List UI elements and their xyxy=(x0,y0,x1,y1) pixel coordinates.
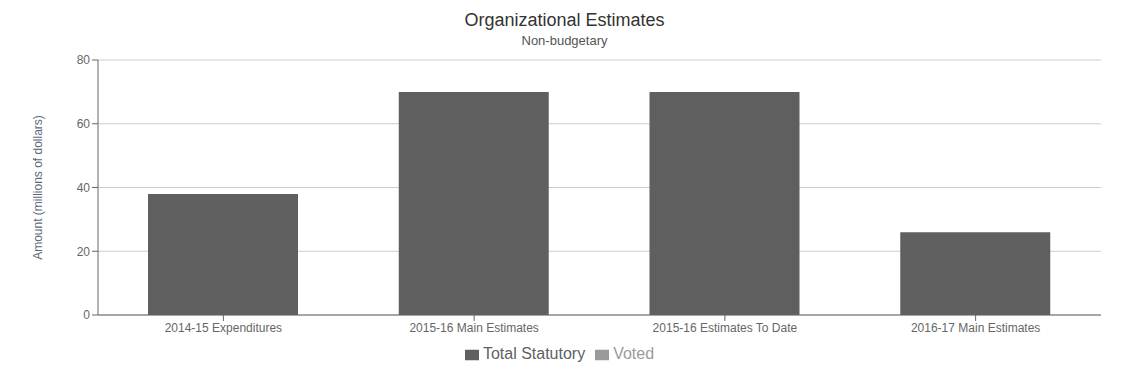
html-text:Total Statutory: Total Statutory xyxy=(482,345,586,362)
svg-text:2015-16 Estimates To Date: 2015-16 Estimates To Date xyxy=(653,321,798,335)
svg-text:2014-15 Expenditures: 2014-15 Expenditures xyxy=(165,321,282,335)
svg-text:0: 0 xyxy=(83,308,90,322)
html-text:Voted: Voted xyxy=(613,345,655,362)
html-text:Organizational Estimates: Organizational Estimates xyxy=(464,10,665,30)
svg-text:2015-16 Main Estimates: 2015-16 Main Estimates xyxy=(409,321,538,335)
svg-text:80: 80 xyxy=(77,53,91,67)
svg-text:60: 60 xyxy=(77,117,91,131)
svg-text:20: 20 xyxy=(77,245,91,259)
svg-text:2016-17 Main Estimates: 2016-17 Main Estimates xyxy=(911,321,1040,335)
svg-text:Amount (millions of dollars): Amount (millions of dollars) xyxy=(31,115,45,260)
html-text:Non-budgetary: Non-budgetary xyxy=(521,33,608,48)
svg-text:40: 40 xyxy=(77,181,91,195)
